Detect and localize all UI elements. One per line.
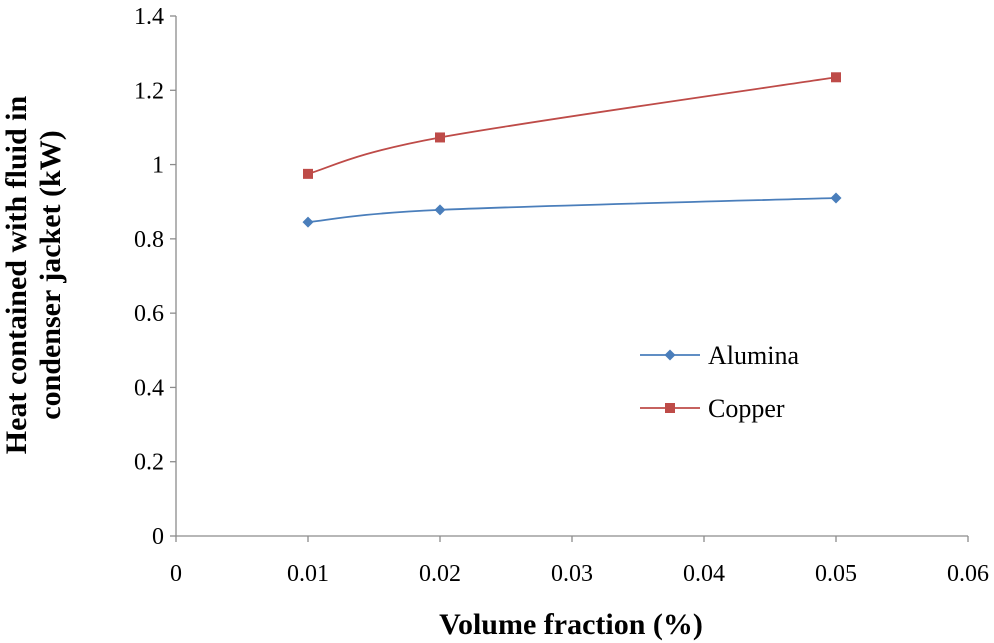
x-ticks: 0 0.01 0.02 0.03 0.04 0.05 0.06 [170, 536, 989, 587]
legend-item-alumina: Alumina [640, 341, 799, 370]
x-axis-title: Volume fraction (%) [439, 608, 703, 641]
series-line-alumina [307, 197, 837, 224]
x-tick-label: 0 [170, 561, 182, 587]
x-tick-label: 0.03 [551, 561, 593, 587]
x-tick-label: 0.04 [683, 561, 725, 587]
y-tick-label: 1 [152, 153, 164, 179]
legend-marker-copper [665, 403, 675, 413]
x-tick-label: 0.01 [287, 561, 329, 587]
y-tick-label: 0.2 [134, 450, 164, 476]
axes: 0 0.2 0.4 0.6 0.8 1 1.2 1.4 0 0.01 0.02 0.03 0.04 0.… [134, 4, 989, 587]
x-tick-label: 0.05 [815, 561, 857, 587]
y-tick-label: 0 [152, 524, 164, 550]
y-tick-label: 0.8 [134, 227, 164, 253]
data-point-copper [435, 132, 445, 143]
legend-marker-alumina [664, 349, 676, 361]
legend: Alumina Copper [640, 341, 799, 423]
data-point-alumina [434, 204, 446, 216]
y-tick-label: 0.4 [134, 375, 164, 401]
y-axis-title: Heat contained with fluid in condenser j… [0, 95, 67, 454]
series-alumina [302, 192, 842, 228]
legend-label-copper: Copper [708, 394, 785, 423]
data-point-alumina [302, 216, 314, 228]
legend-item-copper: Copper [640, 394, 785, 423]
series-line-copper [307, 76, 837, 175]
data-point-alumina [830, 192, 842, 204]
legend-label-alumina: Alumina [708, 341, 799, 370]
y-axis-title-line-1: Heat contained with fluid in [0, 95, 33, 454]
y-tick-label: 0.6 [134, 301, 164, 327]
series-layer [302, 72, 842, 228]
series-copper [303, 72, 841, 179]
y-tick-label: 1.2 [134, 78, 164, 104]
x-tick-label: 0.02 [419, 561, 461, 587]
x-tick-label: 0.06 [947, 561, 989, 587]
data-point-copper [303, 168, 313, 179]
data-point-copper [831, 72, 841, 83]
y-axis-title-line-2: condenser jacket (kW) [34, 130, 67, 419]
y-ticks: 0 0.2 0.4 0.6 0.8 1 1.2 1.4 [134, 4, 176, 550]
y-tick-label: 1.4 [134, 4, 164, 30]
